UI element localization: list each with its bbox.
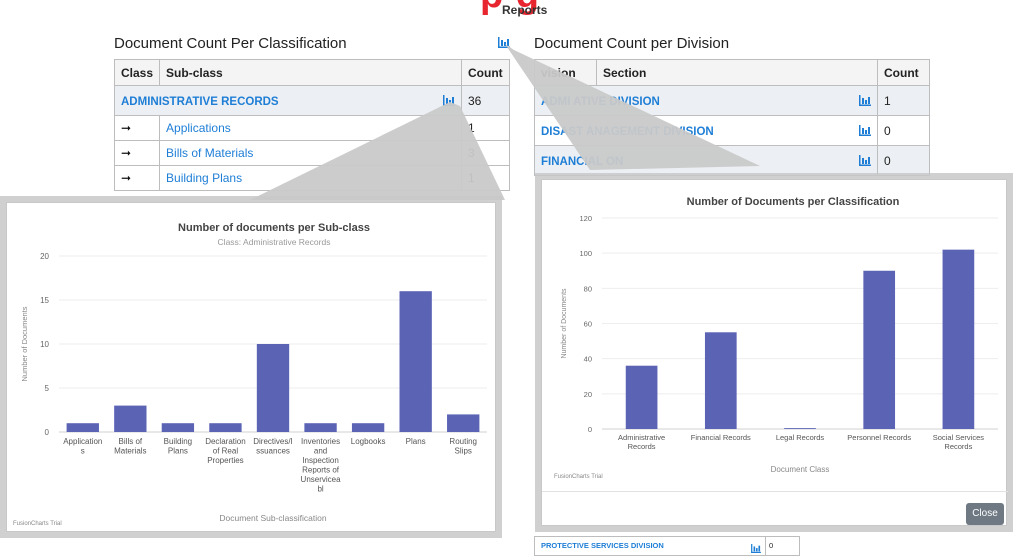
col-header-count: Count: [461, 59, 510, 86]
x-tick-label: Logbooks: [351, 437, 386, 446]
count-cell: 0: [877, 145, 930, 176]
col-header-subclass: Sub-class: [159, 59, 462, 86]
x-tick-label: Personnel Records: [847, 433, 911, 442]
count-cell: 1: [877, 85, 930, 116]
y-tick-label: 5: [45, 384, 50, 393]
y-tick-label: 80: [584, 284, 592, 293]
x-tick-label: Legal Records: [776, 433, 825, 442]
bar: [625, 365, 658, 429]
arrow-right-icon: ➞: [113, 165, 161, 191]
subclass-chart-popup: Number of documents per Sub-class Class:…: [6, 202, 496, 532]
bar-chart-icon[interactable]: [859, 95, 871, 109]
col-header-class: Class: [113, 59, 161, 86]
y-tick-label: 0: [588, 425, 592, 434]
y-tick-label: 40: [584, 355, 592, 364]
count-cell: 36: [461, 85, 510, 116]
x-tick-label: Routing Slips: [449, 437, 477, 456]
count-cell: 0: [769, 541, 774, 550]
chart-title: Number of documents per Sub-class: [178, 222, 370, 234]
close-button[interactable]: Close: [966, 503, 1004, 525]
division-section-title: Document Count per Division: [534, 35, 730, 52]
bar: [209, 423, 242, 432]
x-axis-label: Document Sub-classification: [219, 513, 327, 523]
x-tick-label: Bills of Materials: [114, 437, 146, 456]
arrow-right-icon: ➞: [113, 140, 161, 166]
y-tick-label: 120: [579, 214, 592, 223]
x-tick-label: Building Plans: [164, 437, 192, 456]
subclass-link[interactable]: Bills of Materials: [166, 146, 254, 160]
x-tick-label: Financial Records: [691, 433, 751, 442]
x-tick-label: Declaration of Real Properties: [205, 437, 245, 465]
y-tick-label: 100: [579, 249, 592, 258]
x-tick-label: Administrative Records: [618, 433, 665, 451]
classification-link[interactable]: ADMINISTRATIVE RECORDS: [121, 95, 279, 108]
y-tick-label: 15: [40, 296, 49, 305]
fusioncharts-trial-label: FusionCharts Trial: [554, 474, 603, 480]
bar: [942, 249, 975, 429]
bar: [256, 344, 290, 432]
count-cell: 0: [877, 115, 930, 146]
y-tick-label: 0: [45, 428, 50, 437]
subclass-link[interactable]: Applications: [166, 121, 231, 135]
y-tick-label: 60: [584, 320, 592, 329]
classification-chart-popup: Number of Documents per Classification 0…: [541, 179, 1008, 526]
col-header-count: Count: [877, 59, 930, 86]
bar: [66, 423, 99, 432]
page-heading-fragment: p g: [480, 0, 540, 17]
bar: [161, 423, 195, 432]
subclass-bar-chart: 0 5 10 15 20 Application s Bills of Materials Bui…: [20, 252, 487, 523]
y-tick-label: 20: [584, 390, 592, 399]
page-subtitle: Reports: [502, 3, 548, 17]
bar: [784, 428, 816, 429]
x-tick-label: Application s: [63, 437, 102, 456]
bar: [399, 291, 432, 432]
y-tick-label: 20: [40, 252, 49, 261]
x-tick-label: Directives/I ssuances: [253, 437, 293, 456]
classification-bar-chart: 0 20 40 60 80 100 120 Administrative Records Fina…: [561, 214, 998, 474]
table-row: ADMINISTRATIVE RECORDS 36: [114, 85, 510, 116]
bar: [704, 332, 737, 429]
y-tick-label: 10: [40, 340, 49, 349]
y-axis-label: Number of Documents: [561, 288, 568, 359]
bar-chart-icon[interactable]: [859, 155, 871, 169]
x-tick-label: Inventories and Inspection Reports of Unserv…: [301, 437, 342, 494]
x-tick-label: Plans: [406, 437, 426, 446]
fusioncharts-trial-label: FusionCharts Trial: [13, 521, 62, 527]
chart-title: Number of Documents per Classification: [686, 196, 900, 208]
bar: [863, 270, 896, 429]
x-tick-label: Social Services Records: [933, 433, 985, 451]
bar: [351, 423, 385, 432]
bar: [447, 414, 480, 432]
bar-chart-icon[interactable]: [751, 540, 761, 556]
bar: [114, 405, 147, 432]
bar: [304, 423, 337, 432]
y-axis-label: Number of Documents: [20, 306, 29, 381]
classification-section-title: Document Count Per Classification: [114, 35, 347, 52]
subclass-link[interactable]: Building Plans: [166, 171, 243, 185]
arrow-right-icon: ➞: [113, 115, 161, 141]
col-header-section: Section: [596, 59, 878, 86]
x-axis-label: Document Class: [771, 465, 830, 474]
division-link[interactable]: PROTECTIVE SERVICES DIVISION: [541, 541, 664, 550]
chart-subtitle: Class: Administrative Records: [217, 237, 331, 247]
bar-chart-icon[interactable]: [859, 125, 871, 139]
